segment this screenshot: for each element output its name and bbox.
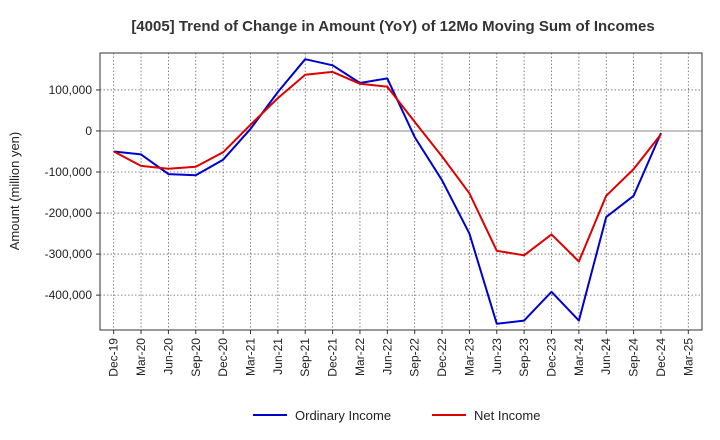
- x-tick-label: Sep-24: [627, 338, 641, 377]
- y-tick-label: 100,000: [49, 83, 93, 97]
- plot-area: [100, 53, 702, 330]
- y-tick-label: -200,000: [45, 206, 93, 220]
- legend: Ordinary Income Net Income: [253, 408, 540, 423]
- x-tick-label: Mar-20: [134, 338, 148, 376]
- x-tick-label: Dec-20: [216, 338, 230, 377]
- x-tick-label: Dec-19: [107, 338, 121, 377]
- legend-label: Ordinary Income: [295, 408, 391, 423]
- series: [113, 58, 662, 325]
- y-ticks: 100,000 0 -100,000 -200,000 -300,000 -400,000: [45, 83, 100, 302]
- x-tick-label: Sep-23: [517, 338, 531, 377]
- x-tick-label: Jun-20: [161, 338, 175, 375]
- chart-title: [4005] Trend of Change in Amount (YoY) o…: [131, 18, 654, 35]
- y-tick-label: -100,000: [45, 165, 93, 179]
- x-tick-label: Sep-21: [298, 338, 312, 377]
- y-tick-label: -300,000: [45, 247, 93, 261]
- x-tick-label: Sep-20: [189, 338, 203, 377]
- x-tick-label: Dec-22: [435, 338, 449, 377]
- plot-border: [99, 52, 703, 331]
- x-tick-label: Mar-23: [462, 338, 476, 376]
- x-tick-label: Dec-21: [326, 338, 340, 377]
- legend-label: Net Income: [474, 408, 540, 423]
- x-tick-label: Mar-24: [572, 338, 586, 376]
- x-tick-label: Mar-21: [244, 338, 258, 376]
- series-line-net-income: [113, 70, 662, 263]
- y-tick-label: -400,000: [45, 288, 93, 302]
- series-line-ordinary-income: [113, 58, 662, 325]
- x-tick-label: Mar-22: [353, 338, 367, 376]
- x-tick-label: Sep-22: [408, 338, 422, 377]
- x-tick-label: Jun-21: [271, 338, 285, 375]
- x-tick-label: Jun-22: [380, 338, 394, 375]
- x-tick-label: Mar-25: [681, 338, 695, 376]
- x-tick-label: Jun-24: [599, 338, 613, 375]
- y-tick-label: 0: [85, 124, 92, 138]
- x-tick-label: Dec-23: [545, 338, 559, 377]
- y-axis-label: Amount (million yen): [7, 132, 22, 251]
- x-tick-label: Dec-24: [654, 338, 668, 377]
- x-ticks: Dec-19 Mar-20 Jun-20 Sep-20 Dec-20 Mar-21 Jun-…: [107, 330, 695, 377]
- x-tick-label: Jun-23: [490, 338, 504, 375]
